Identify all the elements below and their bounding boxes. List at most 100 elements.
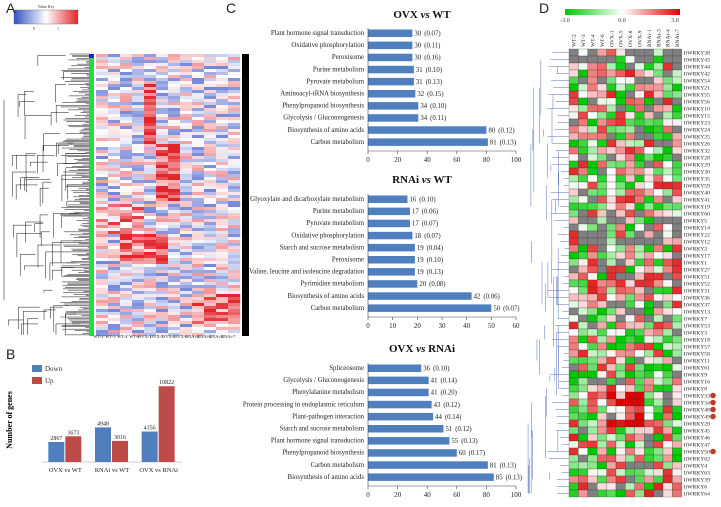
- heatmap-a-cell: [192, 195, 205, 199]
- heatmap-a-cell: [144, 165, 157, 169]
- heatmap-a-cell: [204, 285, 217, 289]
- heatmap-a-cell: [96, 198, 109, 202]
- heatmap-a-cell: [204, 174, 217, 178]
- d-heatmap-cell: [634, 349, 645, 358]
- heatmap-a-cell: [216, 117, 229, 121]
- heatmap-a-cell: [96, 120, 109, 124]
- d-sample-label: WT-6: [600, 34, 606, 47]
- d-scale-tick: 0.0: [618, 18, 626, 24]
- d-heatmap-cell: [653, 209, 664, 218]
- heatmap-a-cell: [216, 171, 229, 175]
- heatmap-a-cell: [132, 114, 145, 118]
- d-heatmap-cell: [653, 90, 664, 99]
- heatmap-a-cell: [108, 303, 121, 307]
- d-heatmap-cell: [644, 188, 654, 197]
- heatmap-a-cell: [204, 126, 217, 130]
- c-bar-value: 19: [417, 245, 424, 252]
- heatmap-a-cell: [192, 309, 205, 313]
- heatmap-a-cell: [192, 162, 205, 166]
- d-heatmap-cell: [606, 251, 617, 260]
- heatmap-a-cell: [192, 255, 205, 259]
- heatmap-a-cell: [144, 78, 157, 82]
- heatmap-a-cell: [216, 204, 229, 208]
- c-category-label: Purine metabolism: [313, 208, 365, 215]
- heatmap-a-cell: [216, 177, 229, 181]
- d-heatmap-cell: [568, 160, 579, 169]
- d-heatmap-cell: [662, 202, 673, 211]
- d-heatmap-cell: [587, 223, 598, 232]
- d-heatmap-cell: [662, 160, 673, 169]
- heatmap-a-cell: [180, 291, 193, 295]
- heatmap-a-cell: [108, 237, 121, 241]
- heatmap-a-cell: [180, 81, 193, 85]
- heatmap-a-sample-label: OVX-5: [150, 334, 164, 339]
- heatmap-a-cell: [180, 222, 193, 226]
- heatmap-a-cell: [132, 330, 145, 334]
- heatmap-a-cell: [108, 114, 121, 118]
- d-heatmap-cell: [644, 132, 654, 141]
- c-title-part: OVX: [389, 343, 416, 355]
- heatmap-a-cell: [156, 114, 169, 118]
- heatmap-a-cell: [204, 234, 217, 238]
- d-heatmap-cell: [597, 342, 607, 351]
- d-heatmap-cell: [653, 391, 664, 400]
- d-heatmap-cell: [587, 195, 598, 204]
- d-heatmap-cell: [578, 90, 588, 99]
- c-bar-ratio: (0.14): [445, 414, 461, 421]
- heatmap-a-cell: [228, 219, 241, 223]
- panel-a-heatmap: A Value Key 0 1 WT-2 WT-3 WT-4 WT-6 OVX-1 OVX-5 O…: [0, 0, 255, 340]
- heatmap-a-cell: [204, 210, 217, 214]
- heatmap-a-cell: [180, 324, 193, 328]
- heatmap-a-cell: [180, 327, 193, 331]
- heatmap-a-cell: [132, 273, 145, 277]
- heatmap-a-sample-label: RNAi-1: [185, 334, 200, 339]
- heatmap-a-cell: [144, 75, 157, 79]
- heatmap-a-cell: [168, 201, 181, 205]
- d-heatmap-cell: [597, 132, 607, 141]
- c-bar-ratio: (0.10): [430, 103, 446, 110]
- heatmap-a-cell: [180, 114, 193, 118]
- d-heatmap-cell: [625, 349, 635, 358]
- d-heatmap-cell: [597, 356, 607, 365]
- d-heatmap-cell: [672, 146, 682, 155]
- heatmap-a-cell: [144, 231, 157, 235]
- d-heatmap-cell: [578, 391, 588, 400]
- heatmap-a-cell: [132, 189, 145, 193]
- d-heatmap-cell: [672, 202, 682, 211]
- heatmap-a-cell: [168, 321, 181, 325]
- heatmap-a-cell: [132, 105, 145, 109]
- heatmap-a-cell: [156, 267, 169, 271]
- heatmap-a-cell: [168, 108, 181, 112]
- c-bar-label: 41 (0.14): [431, 378, 457, 385]
- heatmap-a-cell: [168, 249, 181, 253]
- heatmap-a-cell: [228, 237, 241, 241]
- d-heatmap-cell: [662, 174, 673, 183]
- heatmap-a-cell: [120, 60, 133, 64]
- heatmap-a-cell: [228, 165, 241, 169]
- heatmap-a-cell: [228, 288, 241, 292]
- heatmap-a-cell: [120, 132, 133, 136]
- d-heatmap-cell: [672, 209, 682, 218]
- heatmap-a-cell: [228, 240, 241, 244]
- heatmap-a-cell: [204, 180, 217, 184]
- heatmap-a-cell: [120, 210, 133, 214]
- d-heatmap-cell: [653, 398, 664, 407]
- c-bar-label: 60 (0.17): [459, 450, 485, 457]
- d-heatmap-cell: [587, 300, 598, 309]
- heatmap-a-cell: [132, 159, 145, 163]
- d-heatmap-cell: [644, 384, 654, 393]
- d-heatmap-cell: [587, 314, 598, 323]
- d-heatmap-cell: [578, 48, 588, 57]
- heatmap-a-cell: [120, 156, 133, 160]
- d-gene-label: IiWRKY9: [684, 372, 708, 378]
- d-heatmap-cell: [644, 139, 654, 148]
- heatmap-a-cell: [180, 138, 193, 142]
- heatmap-a-cell: [120, 285, 133, 289]
- heatmap-a-cell: [108, 300, 121, 304]
- d-heatmap-cell: [653, 153, 664, 162]
- heatmap-a-cell: [216, 207, 229, 211]
- d-sample-label: WT-4: [591, 34, 597, 47]
- d-heatmap-cell: [634, 48, 645, 57]
- heatmap-a-cell: [120, 204, 133, 208]
- c-bar-label: 43 (0.12): [434, 402, 460, 409]
